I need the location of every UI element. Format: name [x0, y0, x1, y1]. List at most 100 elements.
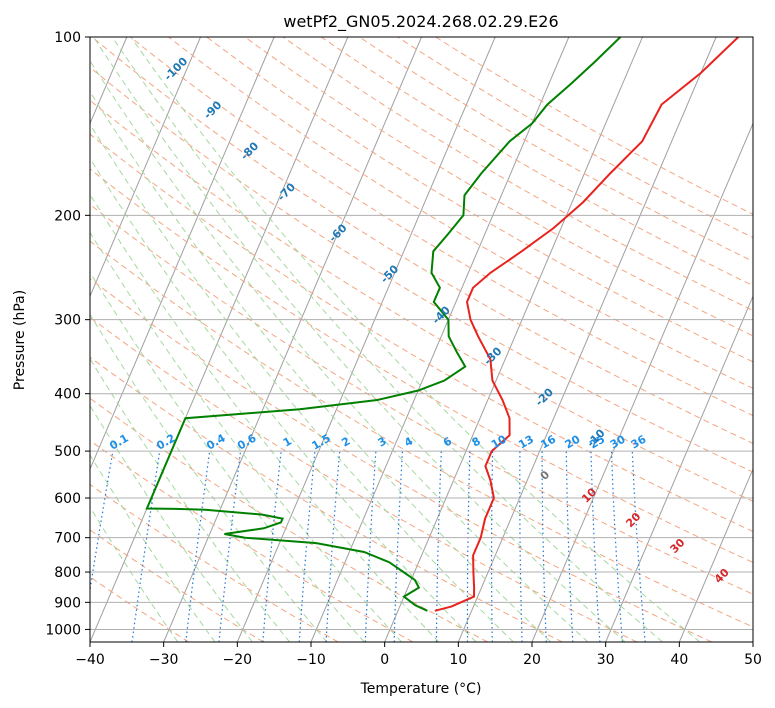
mixing-ratio-label: 1 — [281, 435, 294, 450]
y-tick-label: 1000 — [45, 622, 81, 638]
mixing-ratio-line — [393, 451, 404, 642]
mixing-ratio-line — [490, 451, 494, 642]
mixing-ratio-label: 3 — [376, 435, 389, 450]
moist-adiabat-line — [90, 454, 216, 642]
y-tick-label: 100 — [54, 30, 81, 46]
mixing-ratio-label: 13 — [516, 433, 536, 452]
mixing-ratio-line — [541, 451, 547, 642]
adiabat-labels: 0.1 0.2 0.4 0.6 1 1.5 2 3 4 6 8 10 13 16 20 25 30 36-100-… — [107, 54, 732, 585]
mixing-ratio-label: 0.4 — [204, 431, 228, 452]
y-tick-label: 700 — [54, 531, 81, 547]
moist-adiabat-line — [90, 313, 328, 642]
dry-adiabat-line — [90, 168, 753, 563]
isotherm-line — [90, 37, 349, 642]
moist-adiabat-line — [111, 37, 663, 642]
dry-adiabat-line — [435, 37, 753, 215]
mixing-ratio-label: 20 — [563, 432, 583, 451]
mixing-ratio-label: 1.5 — [309, 432, 332, 453]
mixing-ratio-line — [298, 451, 316, 642]
mixing-ratio-line — [185, 451, 211, 642]
dry-adiabat-line — [90, 356, 563, 642]
mixing-ratio-label: 0.1 — [107, 432, 130, 453]
moist-adiabat-label: -100 — [162, 54, 191, 83]
x-tick-label: −30 — [149, 652, 179, 668]
dry-adiabat-line — [90, 203, 753, 595]
mixing-ratio-line — [565, 451, 574, 642]
mixing-ratio-line — [519, 451, 523, 642]
y-tick-label: 400 — [54, 387, 81, 403]
isotherm-line — [90, 37, 275, 471]
x-tick-label: 20 — [523, 652, 541, 668]
moist-adiabat-line — [130, 37, 701, 642]
moist-adiabat-line — [90, 60, 589, 642]
x-tick-label: −10 — [296, 652, 326, 668]
dry-adiabat-line — [90, 66, 753, 473]
moist-adiabat-line — [90, 90, 552, 642]
moist-adiabat-label: -90 — [201, 98, 224, 121]
dry-adiabat-line — [359, 37, 753, 262]
dry-adiabat-line — [90, 397, 488, 642]
y-axis-ticks: 100 200 300 400 500 600 700 800 900 1000 — [45, 30, 90, 638]
dry-adiabat-line — [90, 99, 753, 502]
x-tick-label: 50 — [744, 652, 762, 668]
mixing-ratio-line — [90, 451, 114, 594]
isotherm-line — [236, 37, 496, 642]
moist-adiabat-label: -10 — [584, 426, 607, 449]
mixing-ratio-label: 10 — [489, 432, 509, 451]
moist-adiabat-label: -20 — [533, 385, 556, 408]
chart-title: wetPf2_GN05.2024.268.02.29.E26 — [283, 12, 558, 32]
moist-adiabat-line — [90, 404, 253, 642]
x-axis-title: Temperature (°C) — [360, 681, 482, 697]
dry-adiabat-line — [90, 529, 264, 642]
dry-adiabat-label: 10 — [579, 485, 599, 505]
x-tick-label: 10 — [449, 652, 467, 668]
x-tick-label: 40 — [670, 652, 688, 668]
x-tick-label: 0 — [380, 652, 389, 668]
y-axis-title: Pressure (hPa) — [12, 290, 28, 390]
mixing-ratio-line — [262, 451, 282, 642]
mixing-ratio-label: 4 — [402, 434, 415, 449]
mixing-ratio-line — [590, 451, 601, 642]
moist-adiabat-line — [90, 157, 477, 642]
moist-adiabat-label: -80 — [238, 139, 261, 162]
moist-adiabat-line — [90, 506, 179, 642]
x-tick-label: 30 — [597, 652, 615, 668]
y-tick-label: 500 — [54, 444, 81, 460]
y-tick-label: 200 — [54, 208, 81, 224]
dry-adiabat-label: 0 — [538, 468, 553, 483]
isotherm-line — [752, 640, 753, 642]
mixing-ratio-line — [435, 451, 442, 642]
mixing-ratio-line — [364, 451, 377, 642]
background-lines — [90, 37, 753, 642]
isotherm-line — [678, 467, 753, 642]
dry-adiabat-line — [90, 440, 414, 642]
mixing-ratio-line — [218, 451, 242, 642]
dry-adiabat-line — [244, 37, 753, 337]
isotherm-line — [605, 295, 753, 642]
mixing-ratio-line — [610, 451, 623, 642]
x-tick-label: −40 — [75, 652, 105, 668]
mixing-ratio-label: 0.2 — [154, 432, 177, 453]
dry-adiabat-label: 30 — [668, 536, 688, 556]
y-tick-label: 600 — [54, 491, 81, 507]
isotherm-line — [384, 37, 643, 642]
mixing-ratio-label: 16 — [538, 432, 558, 451]
dry-adiabat-line — [130, 37, 753, 417]
moist-adiabat-line — [90, 193, 440, 642]
y-tick-label: 800 — [54, 565, 81, 581]
x-tick-label: −20 — [223, 652, 253, 668]
dry-adiabat-line — [90, 576, 190, 642]
mixing-ratio-label: 6 — [441, 434, 454, 449]
dry-adiabat-line — [90, 240, 753, 628]
mixing-ratio-label: 2 — [339, 435, 352, 450]
moist-adiabat-label: -40 — [430, 303, 453, 326]
mixing-ratio-label: 0.6 — [235, 431, 259, 452]
dry-adiabat-line — [91, 37, 753, 444]
isotherm-line — [163, 37, 422, 642]
dewpoint-profile-line — [145, 37, 622, 612]
dry-adiabat-line — [168, 37, 753, 389]
plot-frame — [89, 36, 754, 643]
dry-adiabat-line — [206, 37, 753, 363]
moist-adiabat-line — [90, 123, 514, 642]
